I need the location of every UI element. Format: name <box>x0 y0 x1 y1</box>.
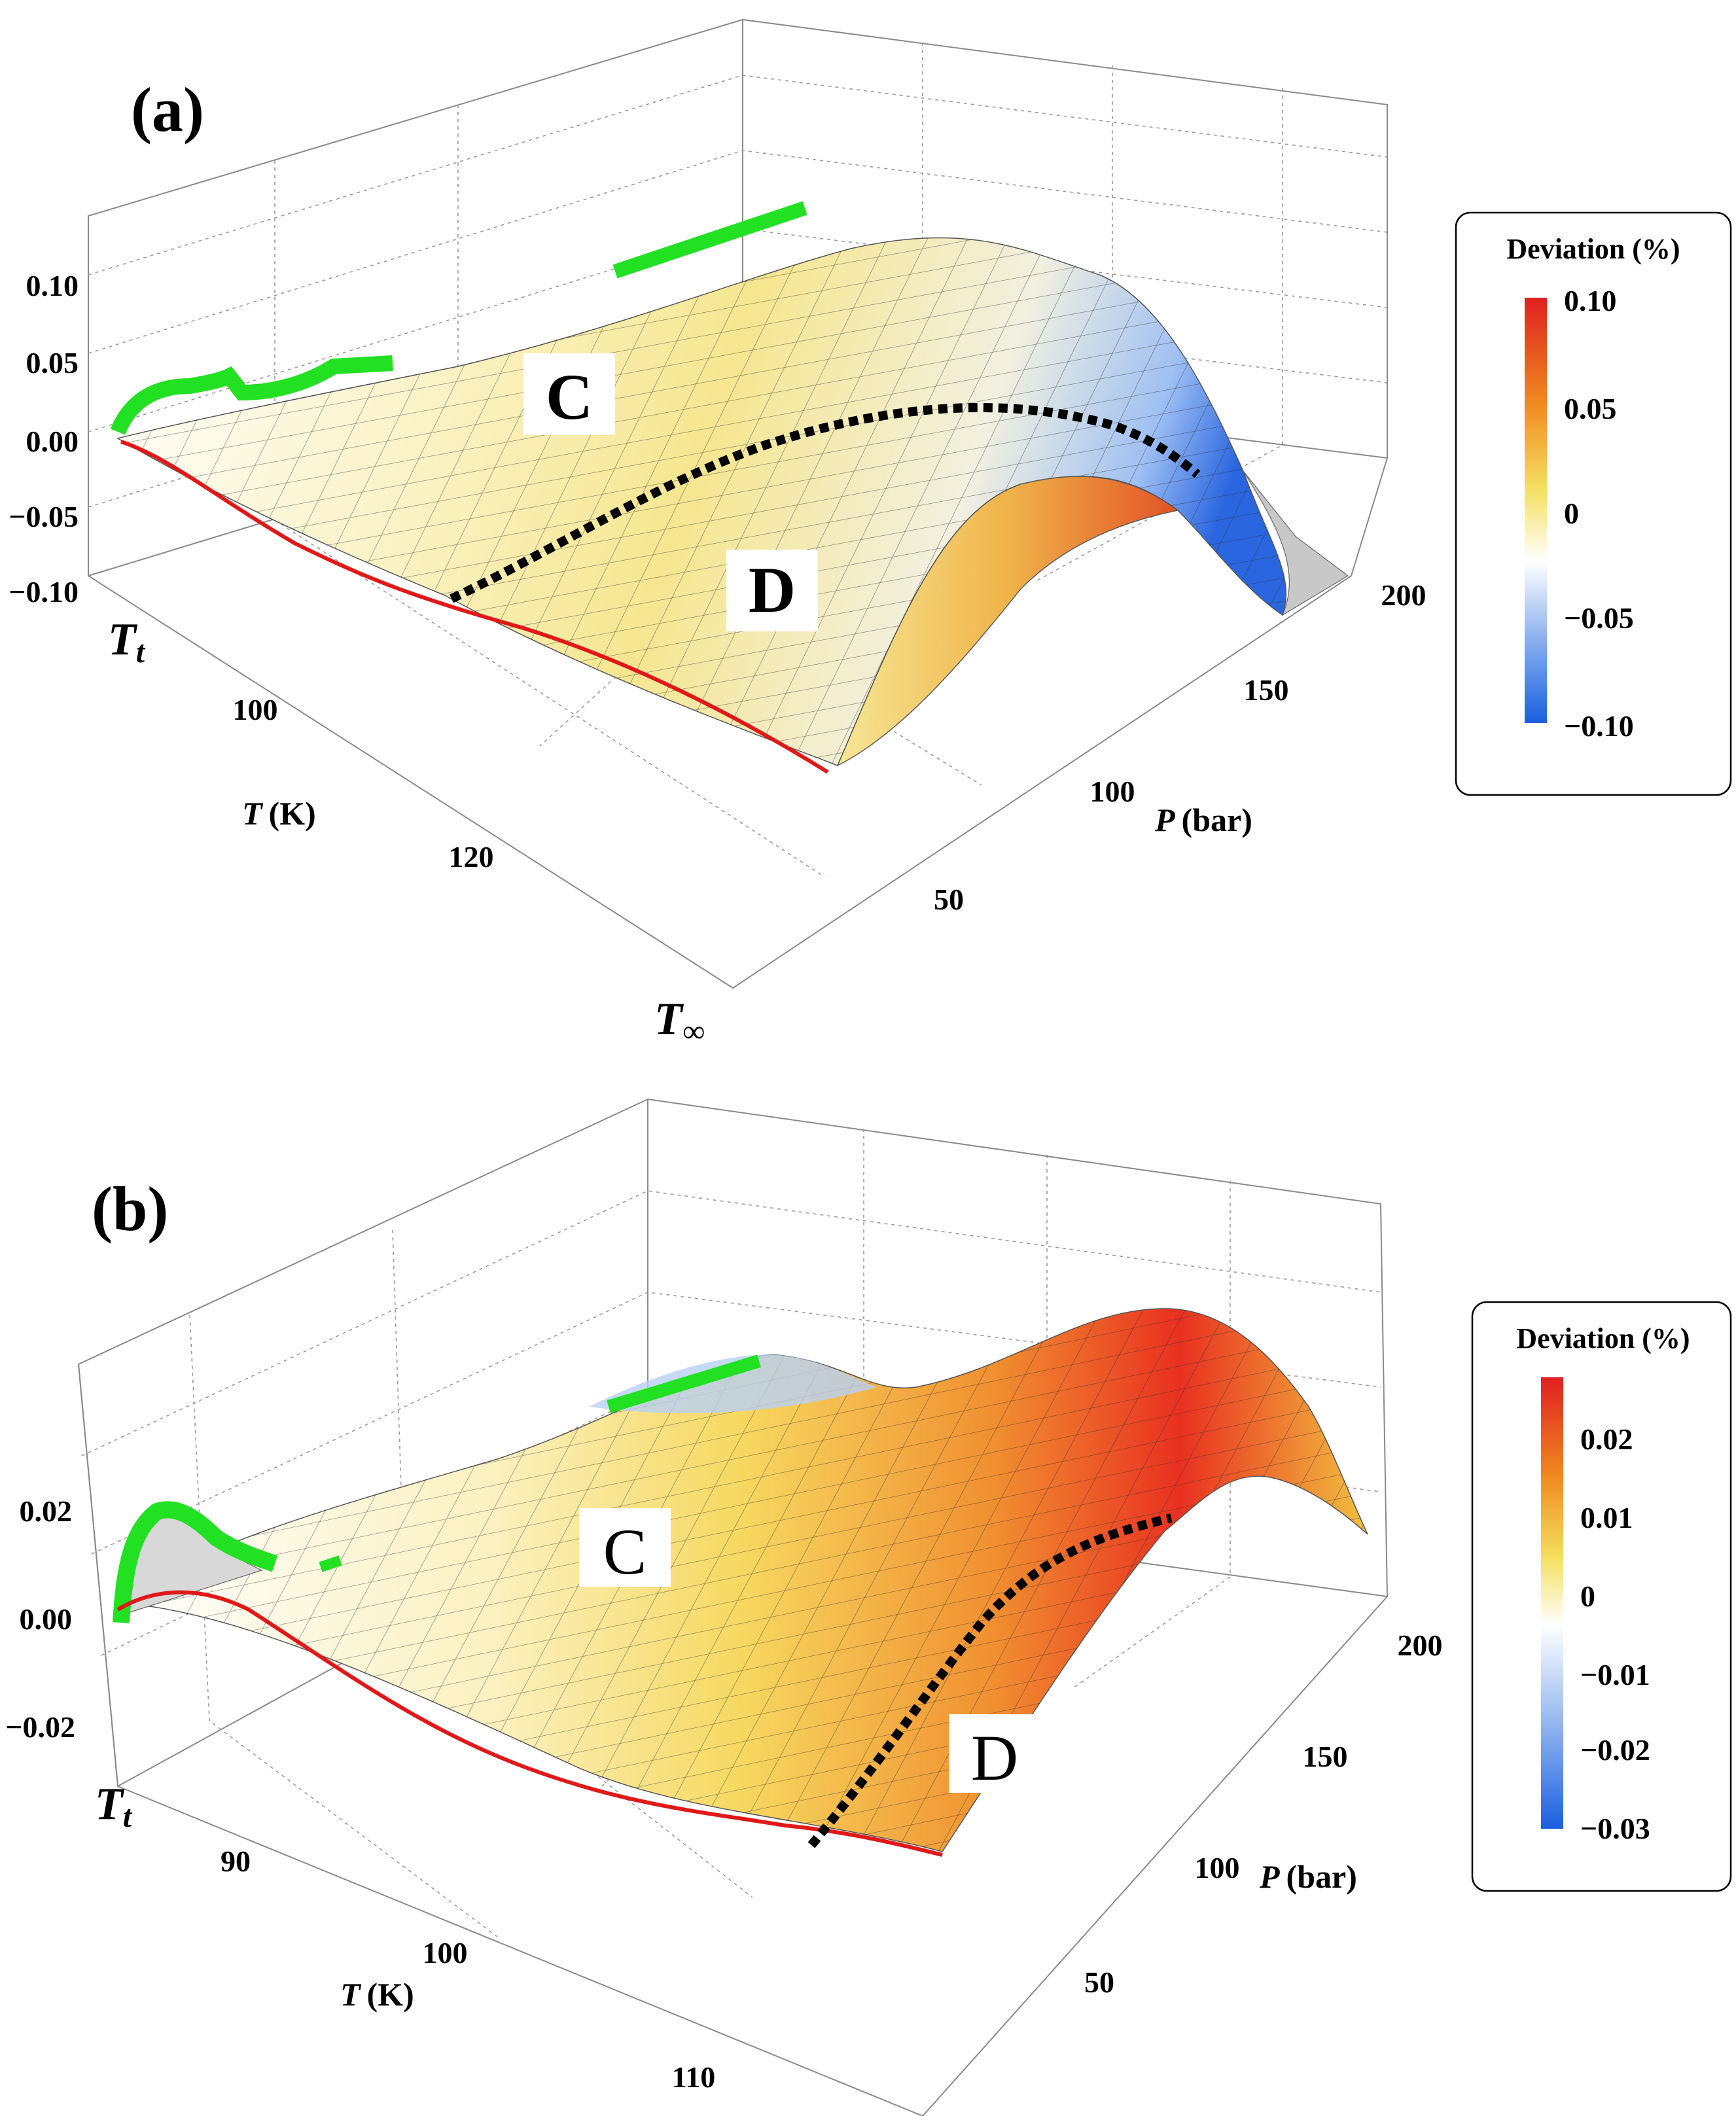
region-c-label-b: C <box>603 1515 647 1588</box>
legend-tick-b: 0.01 <box>1580 1501 1633 1534</box>
t-tick-a: 120 <box>449 840 494 873</box>
t-end-label-a: T∞ <box>654 994 705 1049</box>
green-band-b <box>113 1501 278 1623</box>
t-axis-label-a: T (K) <box>242 795 316 832</box>
region-d-label-b: D <box>971 1721 1018 1794</box>
z-ticks-a: 0.10 0.05 0.00 −0.05 −0.10 <box>9 269 79 608</box>
panel-label-b: (b) <box>92 1174 168 1244</box>
p-tick-b: 150 <box>1303 1740 1348 1773</box>
black-dotted-line-b <box>807 1513 1173 1848</box>
legend-b: Deviation (%) 0.02 0.01 0 −0.01 −0.02 −0… <box>1471 1301 1732 1892</box>
z-tick-a: −0.10 <box>9 575 79 608</box>
t-tick-b: 90 <box>221 1844 251 1878</box>
t-axis-label-b: T (K) <box>340 1976 414 2013</box>
z-tick-a: 0.00 <box>26 425 79 458</box>
p-axis-a: 50 100 150 200 P (bar) <box>934 578 1426 916</box>
region-labels-b: C D <box>579 1508 1040 1794</box>
p-axis-label-a: P (bar) <box>1154 802 1252 838</box>
panel-label-a: (a) <box>131 75 204 145</box>
p-tick-a: 150 <box>1244 673 1289 707</box>
t-start-label-a: Tt <box>108 614 146 669</box>
z-ticks-b: 0.02 0.00 −0.02 <box>5 1494 75 1744</box>
z-tick-a: −0.05 <box>9 500 79 533</box>
t-tick-a: 100 <box>233 693 278 726</box>
t-axis-b: Tt 90 100 110 T (K) <box>95 1779 715 2094</box>
legend-tick-a: −0.10 <box>1564 709 1634 743</box>
t-tick-b: 110 <box>672 2060 715 2094</box>
curves-b <box>113 1354 1173 1857</box>
p-axis-label-b: P (bar) <box>1259 1858 1357 1895</box>
black-dotted-line-a <box>450 403 1201 603</box>
region-labels-a: C D <box>523 353 818 631</box>
legend-tick-a: 0.10 <box>1564 284 1617 317</box>
legend-tick-a: 0 <box>1564 497 1579 530</box>
legend-tick-b: −0.01 <box>1580 1658 1650 1691</box>
surface-b <box>116 1308 1368 1852</box>
t-axis-a: Tt 100 120 T (K) T∞ <box>108 614 705 1049</box>
legend-title-b: Deviation (%) <box>1516 1322 1690 1354</box>
panel-b: C D (b) 0.02 0.00 −0.02 Tt 90 100 110 T(… <box>5 1098 1732 2116</box>
z-tick-a: 0.05 <box>26 346 79 379</box>
legend-tick-b: 0 <box>1580 1579 1595 1613</box>
t-tick-b: 100 <box>423 1936 468 1969</box>
z-tick-a: 0.10 <box>26 269 79 302</box>
region-d-label-a: D <box>749 554 796 626</box>
legend-tick-a: −0.05 <box>1564 601 1634 635</box>
p-tick-b: 50 <box>1084 1966 1114 1999</box>
legend-tick-b: 0.02 <box>1580 1422 1633 1456</box>
legend-tick-b: −0.02 <box>1580 1733 1650 1767</box>
curves-a <box>110 201 1201 774</box>
panel-a: C D (a) 0.10 0.05 0.00 −0.05 −0.10 Tt 10… <box>9 18 1732 1049</box>
green-band-a <box>110 355 393 435</box>
green-band-b-top <box>607 1354 761 1413</box>
legend-tick-a: 0.05 <box>1564 392 1617 425</box>
p-tick-b: 200 <box>1398 1629 1443 1662</box>
p-tick-b: 100 <box>1195 1851 1240 1884</box>
z-tick-b: 0.02 <box>20 1494 73 1528</box>
legend-title-a: Deviation (%) <box>1506 233 1680 265</box>
legend-a: Deviation (%) 0.10 0.05 0 −0.05 −0.10 <box>1455 211 1732 796</box>
surface-a <box>116 237 1349 767</box>
p-tick-a: 50 <box>934 883 964 916</box>
t-start-label-b: Tt <box>95 1779 133 1834</box>
z-tick-b: −0.02 <box>5 1710 75 1744</box>
p-tick-a: 200 <box>1381 578 1426 612</box>
p-tick-a: 100 <box>1090 775 1135 808</box>
legend-tick-b: −0.03 <box>1580 1812 1650 1845</box>
p-axis-b: 50 100 150 200 P (bar) <box>1084 1629 1443 1999</box>
red-saturation-line-a <box>120 440 829 774</box>
green-band-a-top <box>612 201 807 279</box>
region-c-label-a: C <box>546 361 593 433</box>
z-tick-b: 0.00 <box>20 1602 73 1636</box>
green-band-b-small <box>319 1555 342 1572</box>
